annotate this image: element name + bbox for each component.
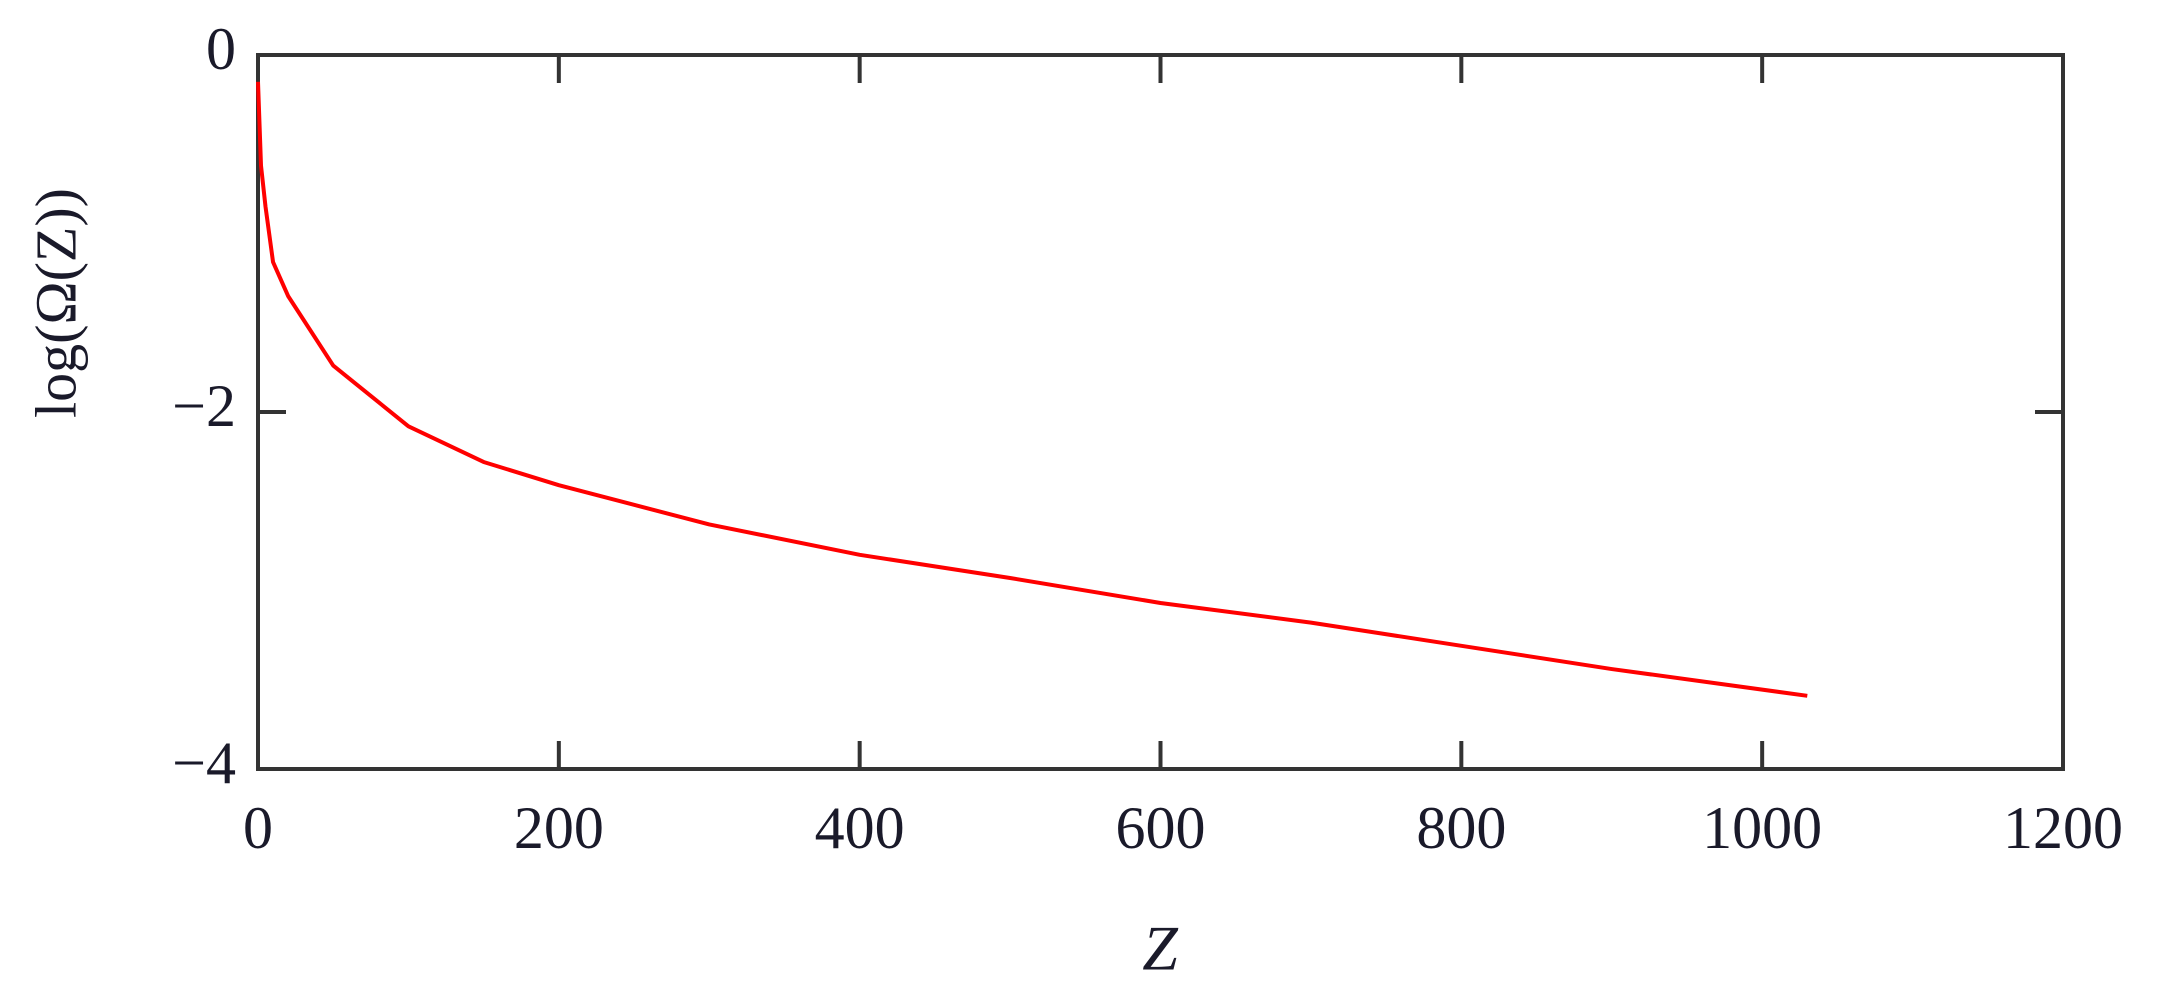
- x-tick-label: 400: [815, 795, 905, 861]
- x-tick-label: 1000: [1702, 795, 1822, 861]
- x-tick-label: 1200: [2003, 795, 2123, 861]
- plot-frame: [256, 53, 2065, 771]
- x-tick-label: 800: [1416, 795, 1506, 861]
- y-tick-label: 0: [206, 16, 236, 82]
- y-tick-label: −4: [172, 730, 236, 796]
- y-tick-label: −2: [172, 373, 236, 439]
- y-axis-label: log(Ω(Z)): [23, 188, 88, 418]
- x-tick-label: 600: [1116, 795, 1206, 861]
- data-line: [256, 81, 1808, 698]
- x-tick-label: 0: [243, 795, 273, 861]
- x-axis-label: Z: [1142, 913, 1179, 984]
- x-tick-label: 200: [514, 795, 604, 861]
